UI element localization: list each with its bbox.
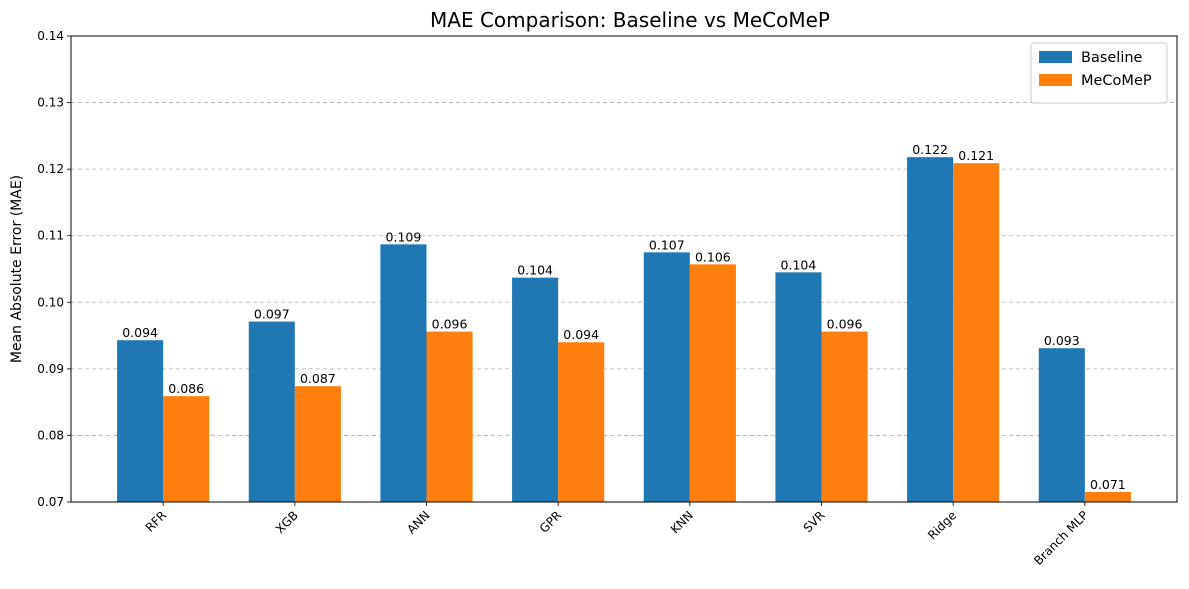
bar-value-label: 0.094 (563, 327, 599, 342)
y-tick-label: 0.08 (37, 428, 64, 442)
y-tick-label: 0.14 (37, 29, 64, 43)
y-tick-label: 0.07 (37, 495, 64, 509)
bar-mecomep-svr (821, 331, 868, 502)
bar-baseline-knn (643, 252, 690, 502)
bar-value-label: 0.096 (827, 317, 863, 332)
x-tick-label: KNN (668, 508, 696, 536)
x-tick-label: SVR (801, 508, 828, 535)
bar-baseline-branch-mlp (1038, 348, 1085, 502)
bar-value-label: 0.121 (958, 148, 994, 163)
x-tick-label: Branch MLP (1031, 508, 1091, 568)
legend-label-baseline: Baseline (1081, 50, 1143, 66)
bar-mecomep-ridge (953, 163, 1000, 502)
bar-value-label: 0.109 (386, 229, 422, 244)
x-tick-label: ANN (404, 508, 432, 536)
y-tick-label: 0.12 (37, 162, 64, 176)
bar-mecomep-rfr (163, 396, 210, 502)
bar-value-label: 0.087 (300, 371, 336, 386)
bar-mecomep-gpr (558, 342, 605, 502)
y-tick-label: 0.09 (37, 362, 64, 376)
bar-baseline-xgb (248, 321, 295, 502)
legend-swatch-mecomep (1039, 74, 1072, 86)
chart-title: MAE Comparison: Baseline vs MeCoMeP (430, 8, 830, 32)
bar-value-label: 0.104 (781, 257, 817, 272)
bar-value-label: 0.122 (912, 142, 948, 157)
legend-label-mecomep: MeCoMeP (1081, 73, 1152, 89)
bar-mecomep-ann (426, 331, 473, 502)
bars-group (117, 157, 1131, 502)
bar-baseline-gpr (512, 277, 559, 502)
legend-swatch-baseline (1039, 51, 1072, 63)
y-axis-label: Mean Absolute Error (MAE) (9, 175, 25, 363)
plot-frame (70, 35, 1178, 503)
bar-value-label: 0.071 (1090, 477, 1126, 492)
bar-value-label: 0.096 (432, 317, 468, 332)
y-tick-label: 0.11 (37, 229, 64, 243)
bar-value-label: 0.106 (695, 249, 731, 264)
y-tick-label: 0.13 (37, 96, 64, 110)
bar-mecomep-xgb (294, 386, 341, 502)
bar-baseline-rfr (117, 340, 164, 502)
data-labels-group: 0.094 0.086 0.097 0.087 0.109 0.096 0.104 0.094… (122, 142, 1126, 492)
bar-value-label: 0.093 (1044, 333, 1080, 348)
x-tick-label: Ridge (925, 508, 959, 542)
bar-mecomep-branch-mlp (1084, 492, 1131, 502)
grid-lines (71, 102, 1177, 436)
bar-baseline-svr (775, 272, 822, 502)
legend: Baseline MeCoMeP (1030, 42, 1168, 104)
bar-value-label: 0.097 (254, 307, 290, 322)
x-tick-label: XGB (273, 508, 301, 536)
bar-value-label: 0.104 (517, 263, 553, 278)
bar-value-label: 0.107 (649, 237, 685, 252)
bar-mecomep-knn (689, 264, 736, 502)
x-tick-label: GPR (537, 508, 564, 535)
bar-value-label: 0.094 (122, 325, 158, 340)
bar-value-label: 0.086 (168, 381, 204, 396)
y-tick-label: 0.10 (37, 295, 64, 309)
x-tick-label: RFR (143, 508, 170, 535)
bar-baseline-ridge (907, 157, 954, 502)
bar-baseline-ann (380, 244, 427, 502)
